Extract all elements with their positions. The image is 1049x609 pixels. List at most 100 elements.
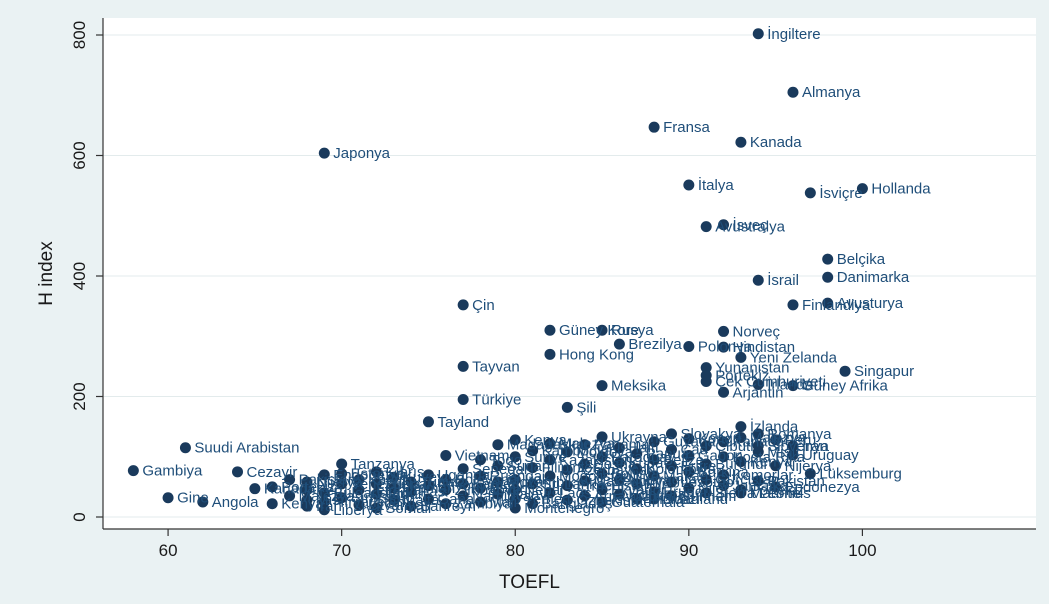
- data-label: Tayland: [437, 414, 489, 431]
- data-label: Türkiye: [472, 392, 521, 409]
- data-label: Papua: [646, 446, 690, 463]
- data-point: [422, 480, 434, 492]
- data-point: [492, 439, 504, 451]
- data-label: Guyana: [663, 434, 716, 451]
- data-point: [683, 179, 695, 191]
- data-point: [596, 496, 608, 508]
- data-point: [301, 484, 313, 496]
- data-label: Norveç: [733, 323, 781, 340]
- data-point: [579, 439, 591, 451]
- data-label: Haiti: [628, 440, 658, 457]
- data-point: [457, 463, 469, 475]
- data-label: Endonezya: [785, 479, 861, 496]
- data-point: [700, 362, 712, 374]
- data-point: [752, 475, 764, 487]
- data-point: [509, 434, 521, 446]
- data-point: [422, 416, 434, 428]
- data-label: Mozambik: [507, 474, 576, 491]
- data-point: [683, 450, 695, 462]
- data-label: Moğolistan: [559, 468, 632, 485]
- data-label: Bosna: [594, 456, 637, 473]
- data-label: Rusya: [611, 322, 654, 339]
- data-point: [509, 493, 521, 505]
- data-label: Moldova: [576, 444, 633, 461]
- data-point: [787, 440, 799, 452]
- data-label: Estonya: [351, 466, 406, 483]
- data-point: [752, 28, 764, 40]
- data-point: [440, 484, 452, 496]
- x-tick-label: 80: [506, 541, 525, 560]
- data-label: Kenya: [524, 432, 567, 449]
- data-label: Gürcistan: [715, 472, 779, 489]
- data-label: Tunus: [420, 474, 461, 491]
- data-label: Litvanya: [368, 497, 425, 514]
- data-label: Kosta Rika: [733, 449, 806, 466]
- data-label: Zimbabve: [455, 482, 521, 499]
- data-label: Tanzanya: [351, 456, 416, 473]
- data-label: Güney Kore: [559, 322, 639, 339]
- data-label: Malavi: [507, 486, 550, 503]
- data-point: [561, 401, 573, 413]
- data-point: [665, 444, 677, 456]
- data-label: Çek Cumhuriyeti: [715, 373, 826, 390]
- data-label: Malta: [403, 492, 440, 509]
- data-point: [284, 474, 296, 486]
- data-label: Yemen: [524, 491, 570, 508]
- data-label: Kanada: [733, 434, 785, 451]
- data-label: Nijerya: [785, 458, 832, 475]
- x-tick-label: 100: [848, 541, 876, 560]
- data-point: [787, 380, 799, 392]
- data-label: Kıbrıs: [385, 464, 424, 481]
- data-point: [700, 221, 712, 233]
- data-point: [353, 484, 365, 496]
- data-label: Danimarka: [837, 269, 910, 286]
- data-label: Angola: [212, 494, 259, 511]
- data-label: Finlandiya: [802, 297, 871, 314]
- data-point: [509, 474, 521, 486]
- data-point: [700, 375, 712, 387]
- data-point: [422, 469, 434, 481]
- data-point: [804, 187, 816, 199]
- data-label: Uganda: [437, 467, 490, 484]
- data-point: [509, 451, 521, 463]
- data-label: Bulgaristan: [333, 485, 408, 502]
- data-label: Sudan: [507, 458, 550, 475]
- data-point: [700, 458, 712, 470]
- data-point: [683, 433, 695, 445]
- data-label: Bolivya: [611, 466, 660, 483]
- data-label: Kenya: [281, 496, 324, 513]
- data-label: Kolombiya: [646, 461, 717, 478]
- data-label: İran: [316, 497, 342, 515]
- data-label: Eritre: [680, 458, 716, 475]
- data-label: Kenya: [750, 454, 793, 471]
- data-label: Özbekistan: [576, 491, 651, 509]
- data-label: Malezya: [750, 429, 807, 446]
- data-point: [648, 470, 660, 482]
- data-point: [162, 492, 174, 504]
- data-label: Mısır: [316, 492, 349, 509]
- data-label: Burkina: [698, 464, 750, 481]
- data-point: [822, 297, 834, 309]
- data-label: Kanada: [750, 134, 802, 151]
- data-label: Fiji: [646, 476, 665, 493]
- data-label: Mauritius: [750, 485, 811, 502]
- data-point: [336, 492, 348, 504]
- data-point: [492, 460, 504, 472]
- data-label: Arnavutluk: [594, 488, 665, 505]
- data-point: [735, 136, 747, 148]
- point-labels: KanadaPortekizKenyaMalezyaPakistanMısırP…: [142, 25, 931, 519]
- data-point: [388, 482, 400, 494]
- data-label: Sierra Leone: [715, 485, 801, 502]
- data-label: Liberya: [333, 502, 383, 519]
- gridlines: [103, 34, 1036, 518]
- data-point: [665, 476, 677, 488]
- data-label: Malezya: [559, 435, 616, 452]
- data-label: Japonya: [333, 145, 390, 162]
- data-point: [770, 481, 782, 493]
- data-point: [613, 474, 625, 486]
- data-point: [492, 476, 504, 488]
- data-label: Uruguay: [802, 447, 859, 464]
- data-point: [353, 474, 365, 486]
- data-label: Slovakya: [680, 426, 742, 443]
